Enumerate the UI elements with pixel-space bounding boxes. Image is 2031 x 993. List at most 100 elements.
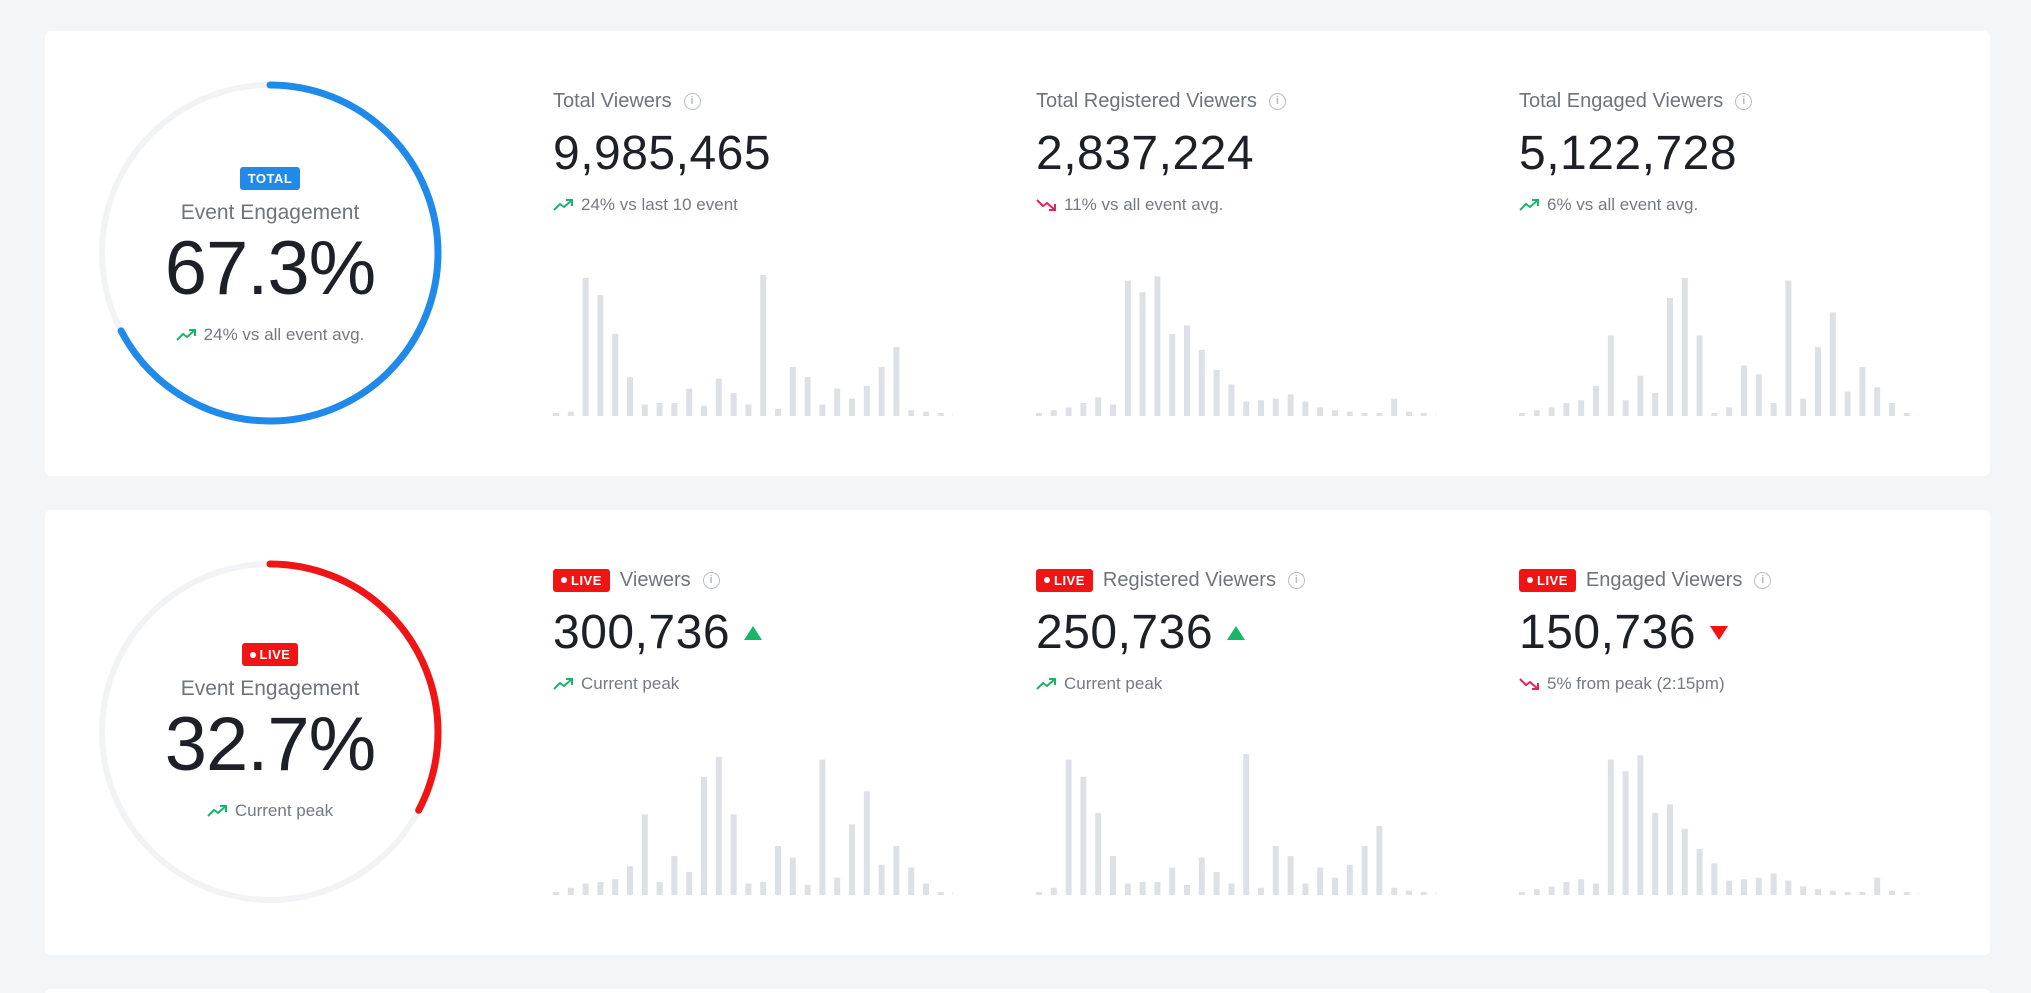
live-engaged-viewers-label: Engaged Viewers	[1585, 568, 1743, 591]
sparkline-bar	[1346, 864, 1353, 895]
total-engagement-gauge: TOTAL Event Engagement 67.3% 24% vs all …	[95, 78, 445, 428]
live-engaged-viewers-value-row: 150,736	[1519, 609, 1929, 657]
sparkline-bar	[1110, 404, 1116, 416]
sparkline-bar	[1652, 812, 1659, 895]
sparkline-bar	[745, 404, 752, 416]
sparkline-bar	[1095, 812, 1102, 895]
live-engagement-value: 32.7%	[164, 702, 376, 787]
sparkline-bar	[760, 882, 767, 895]
sparkline-bar	[1332, 410, 1338, 416]
sparkline-bar	[1391, 398, 1398, 416]
info-icon[interactable]: i	[1268, 92, 1286, 110]
arrow-up-icon	[744, 626, 763, 640]
sparkline-bar	[715, 378, 722, 416]
sparkline-bar	[1420, 892, 1427, 895]
total-engaged-viewers-sparkline	[1519, 277, 1919, 416]
sparkline-bar	[1741, 879, 1747, 895]
sparkline-bar	[671, 403, 678, 416]
sparkline-bar	[597, 882, 604, 895]
sparkline-bar	[1198, 857, 1205, 895]
live-registered-viewers-label: Registered Viewers	[1102, 568, 1276, 591]
sparkline-bar	[1681, 828, 1688, 895]
sparkline-bar	[1228, 384, 1235, 416]
sparkline-bar	[1726, 880, 1733, 895]
sparkline-bar	[1124, 883, 1131, 895]
sparkline-bar	[775, 846, 781, 895]
total-viewers-value: 9,985,465	[553, 127, 772, 180]
live-viewers-sparkline	[553, 756, 953, 895]
live-viewers-label: Viewers	[619, 568, 691, 591]
sparkline-bar	[1272, 398, 1279, 416]
total-registered-viewers-sparkline	[1036, 276, 1436, 416]
sparkline-bar	[1154, 882, 1161, 895]
total-engagement-ring	[98, 81, 442, 425]
live-registered-viewers-metric: LIVE Registered Viewers i 250,736 Curren…	[1036, 565, 1446, 694]
sparkline-bar	[1228, 883, 1235, 895]
sparkline-bar	[1785, 280, 1792, 416]
sparkline-bar	[937, 413, 944, 416]
live-engaged-viewers-delta: 5% from peak (2:15pm)	[1519, 674, 1929, 694]
total-engaged-viewers-metric: Total Engaged Viewers i 5,122,728 6% vs …	[1519, 86, 1929, 215]
info-icon[interactable]: i	[1735, 92, 1753, 110]
sparkline-bar	[582, 277, 589, 416]
sparkline-bar	[1110, 856, 1116, 895]
trend-up-icon	[1036, 678, 1056, 690]
sparkline-bar	[893, 846, 900, 895]
sparkline-bar	[1391, 887, 1398, 895]
sparkline-bar	[1859, 367, 1866, 416]
sparkline-bar	[923, 883, 929, 895]
sparkline-bar	[1696, 848, 1703, 895]
sparkline-bar	[1154, 276, 1161, 416]
sparkline-bar	[1124, 280, 1131, 416]
sparkline-bar	[775, 408, 781, 416]
sparkline-bar	[1213, 872, 1220, 895]
live-viewers-metric: LIVE Viewers i 300,736 Current peak	[553, 565, 963, 694]
arrow-down-icon	[1710, 626, 1729, 640]
total-badge: TOTAL	[239, 167, 301, 190]
sparkline-bar	[1169, 867, 1176, 895]
info-icon[interactable]: i	[1754, 571, 1772, 589]
sparkline-bar	[597, 295, 604, 416]
sparkline-bar	[1755, 877, 1762, 895]
info-icon[interactable]: i	[1287, 571, 1305, 589]
live-engagement-gauge: LIVE Event Engagement 32.7% Current peak	[95, 557, 445, 907]
sparkline-bar	[701, 405, 707, 416]
total-registered-viewers-delta-text: 11% vs all event avg.	[1064, 195, 1224, 214]
sparkline-bar	[1844, 391, 1851, 416]
sparkline-bar	[1652, 393, 1659, 416]
live-engaged-viewers-metric: LIVE Engaged Viewers i 150,736 5% from p…	[1519, 565, 1929, 694]
sparkline-bar	[1578, 400, 1585, 416]
sparkline-bar	[1741, 365, 1747, 416]
sparkline-bar	[1050, 410, 1057, 416]
sparkline-bar	[553, 892, 559, 895]
sparkline-bar	[804, 884, 811, 895]
sparkline-bar	[553, 413, 559, 416]
sparkline-bar	[1346, 411, 1353, 416]
sparkline-bar	[1578, 879, 1585, 895]
info-icon[interactable]: i	[683, 92, 701, 110]
total-registered-viewers-label: Total Registered Viewers	[1036, 89, 1257, 112]
sparkline-bar	[1563, 882, 1570, 895]
sparkline-bar	[1065, 407, 1072, 416]
live-viewers-delta-text: Current peak	[581, 674, 680, 693]
live-engagement-delta: Current peak	[207, 801, 333, 821]
total-registered-viewers-metric: Total Registered Viewers i 2,837,224 11%…	[1036, 86, 1446, 215]
info-icon[interactable]: i	[702, 571, 720, 589]
sparkline-bar	[819, 404, 826, 416]
sparkline-bar	[1696, 335, 1703, 416]
sparkline-bar	[937, 892, 944, 895]
total-summary-card	[45, 31, 1990, 476]
sparkline-bar	[1800, 886, 1807, 895]
sparkline-bar	[641, 814, 648, 895]
live-badge: LIVE	[1036, 568, 1093, 592]
sparkline-bar	[1198, 349, 1205, 416]
sparkline-bar	[1184, 884, 1190, 895]
sparkline-bar	[1302, 401, 1309, 416]
sparkline-bar	[1332, 877, 1338, 895]
sparkline-bar	[627, 377, 633, 416]
sparkline-bar	[1519, 892, 1525, 895]
sparkline-bar	[908, 867, 915, 895]
total-viewers-label: Total Viewers	[553, 89, 672, 112]
sparkline-bar	[730, 814, 737, 895]
trend-down-icon	[1519, 678, 1539, 690]
